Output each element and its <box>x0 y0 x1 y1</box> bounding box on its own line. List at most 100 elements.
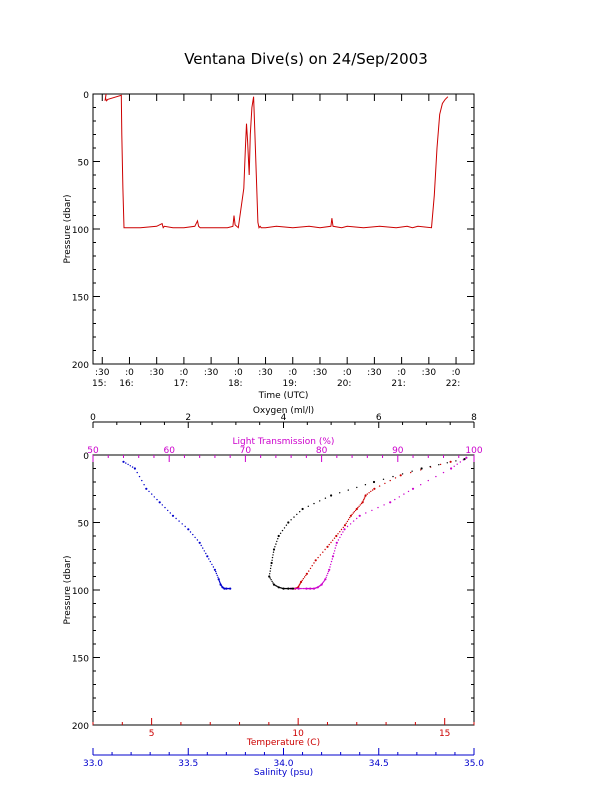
profile-point-light-transmission <box>427 479 429 482</box>
profile-point-salinity <box>189 531 192 533</box>
profile-point-salinity <box>215 572 218 575</box>
profile-point-temperature <box>366 493 368 495</box>
profile-point-salinity <box>209 560 211 563</box>
profile-point-temperature <box>317 556 319 559</box>
profile-point-light-transmission <box>334 547 336 549</box>
profile-point-salinity <box>133 467 136 470</box>
profile-point-oxygen <box>269 577 271 579</box>
profile-point-light-transmission <box>327 572 329 575</box>
profile-point-salinity <box>167 509 169 512</box>
profile-point-temperature <box>363 497 366 499</box>
panel1-ytick-label: 0 <box>83 91 89 101</box>
profile-point-light-transmission <box>323 580 325 583</box>
profile-point-temperature <box>384 482 386 485</box>
profile-point-salinity <box>151 493 153 495</box>
profile-point-temperature <box>298 585 300 587</box>
profile-point-oxygen <box>463 458 466 461</box>
profile-point-temperature <box>449 460 452 463</box>
profile-point-light-transmission <box>377 506 379 509</box>
temperature-axis-tick-label: 10 <box>292 729 304 739</box>
profile-point-salinity <box>202 547 204 549</box>
profile-point-temperature <box>351 513 353 516</box>
profile-point-light-transmission <box>389 501 392 504</box>
profile-point-oxygen <box>285 524 288 526</box>
profile-point-oxygen <box>364 484 367 486</box>
profile-point-light-transmission <box>333 550 336 552</box>
profile-point-salinity <box>217 576 219 578</box>
profile-point-oxygen <box>283 527 286 529</box>
oxygen-axis-tick-label: 4 <box>281 413 287 423</box>
panel1-pressure-trace <box>104 93 449 229</box>
profile-point-salinity <box>200 544 202 547</box>
profile-point-temperature <box>358 505 360 507</box>
profile-point-salinity <box>184 525 186 528</box>
oxygen-axis-label: Oxygen (ml/l) <box>253 406 314 416</box>
profile-point-light-transmission <box>335 541 338 544</box>
salinity-axis-tick-label: 34.5 <box>369 759 389 769</box>
profile-point-light-transmission <box>450 467 453 470</box>
profile-point-temperature <box>363 498 365 501</box>
profile-point-salinity <box>208 558 210 560</box>
profile-point-oxygen <box>288 587 290 590</box>
profile-point-temperature <box>333 537 336 539</box>
profile-point-temperature <box>410 471 412 474</box>
profile-point-oxygen <box>275 543 277 545</box>
panel1-xtick-label-minute: :0 <box>452 368 461 378</box>
profile-point-temperature <box>302 578 305 580</box>
profile-point-salinity <box>206 555 209 558</box>
profile-point-oxygen <box>339 492 341 494</box>
profile-point-oxygen <box>277 586 279 588</box>
profile-point-light-transmission <box>297 587 300 590</box>
profile-point-light-transmission <box>343 528 346 531</box>
profile-point-temperature <box>420 469 422 471</box>
profile-point-salinity <box>178 520 180 522</box>
temperature-axis-tick-label: 15 <box>439 729 450 739</box>
profile-point-oxygen <box>324 497 327 499</box>
panel1-xtick-label-minute: :30 <box>258 368 273 378</box>
profile-point-oxygen <box>299 511 301 513</box>
panel1-ylabel: Pressure (dbar) <box>63 195 73 264</box>
profile-point-light-transmission <box>330 560 333 563</box>
profile-point-oxygen <box>279 532 282 534</box>
profile-point-salinity <box>143 484 145 486</box>
profile-point-salinity <box>215 570 217 573</box>
panel1-xtick-label-hour: 21: <box>391 379 405 389</box>
profile-point-oxygen <box>290 519 292 521</box>
panel1-xtick-label-hour: 17: <box>174 379 188 389</box>
profile-point-salinity <box>125 462 127 464</box>
light-axis-tick-label: 60 <box>163 446 175 456</box>
profile-point-temperature <box>319 554 322 556</box>
profile-point-salinity <box>169 512 171 514</box>
profile-point-salinity <box>225 587 227 590</box>
profile-point-light-transmission <box>465 456 468 459</box>
profile-point-salinity <box>145 487 148 490</box>
profile-point-light-transmission <box>337 539 340 541</box>
profile-point-light-transmission <box>394 498 396 501</box>
profile-point-salinity <box>181 523 183 525</box>
oxygen-axis-tick-label: 6 <box>376 413 382 423</box>
profile-point-light-transmission <box>459 461 461 463</box>
profile-point-salinity <box>175 517 177 520</box>
profile-point-oxygen <box>270 565 272 567</box>
profile-point-salinity <box>131 466 134 468</box>
profile-point-salinity <box>216 574 218 577</box>
salinity-axis-tick-label: 33.0 <box>83 759 103 769</box>
profile-point-salinity <box>136 471 138 474</box>
light-axis-tick-label: 90 <box>392 446 404 456</box>
profile-point-oxygen <box>455 460 457 462</box>
profile-point-oxygen <box>281 529 284 532</box>
panel1-xtick-label-hour: 22: <box>446 379 460 389</box>
profile-point-light-transmission <box>325 576 327 578</box>
profile-point-light-transmission <box>327 570 330 573</box>
profile-point-temperature <box>360 502 363 505</box>
panel1-xtick-label-minute: :30 <box>95 368 110 378</box>
profile-point-temperature <box>313 562 315 564</box>
panel1-xlabel: Time (UTC) <box>258 391 309 401</box>
profile-point-temperature <box>326 545 329 548</box>
profile-point-light-transmission <box>330 563 332 566</box>
profile-point-oxygen <box>330 494 333 497</box>
profile-point-salinity <box>171 514 175 517</box>
light-axis-tick-label: 80 <box>316 446 328 456</box>
salinity-axis-tick-label: 33.5 <box>178 759 198 769</box>
profile-point-salinity <box>203 550 205 552</box>
